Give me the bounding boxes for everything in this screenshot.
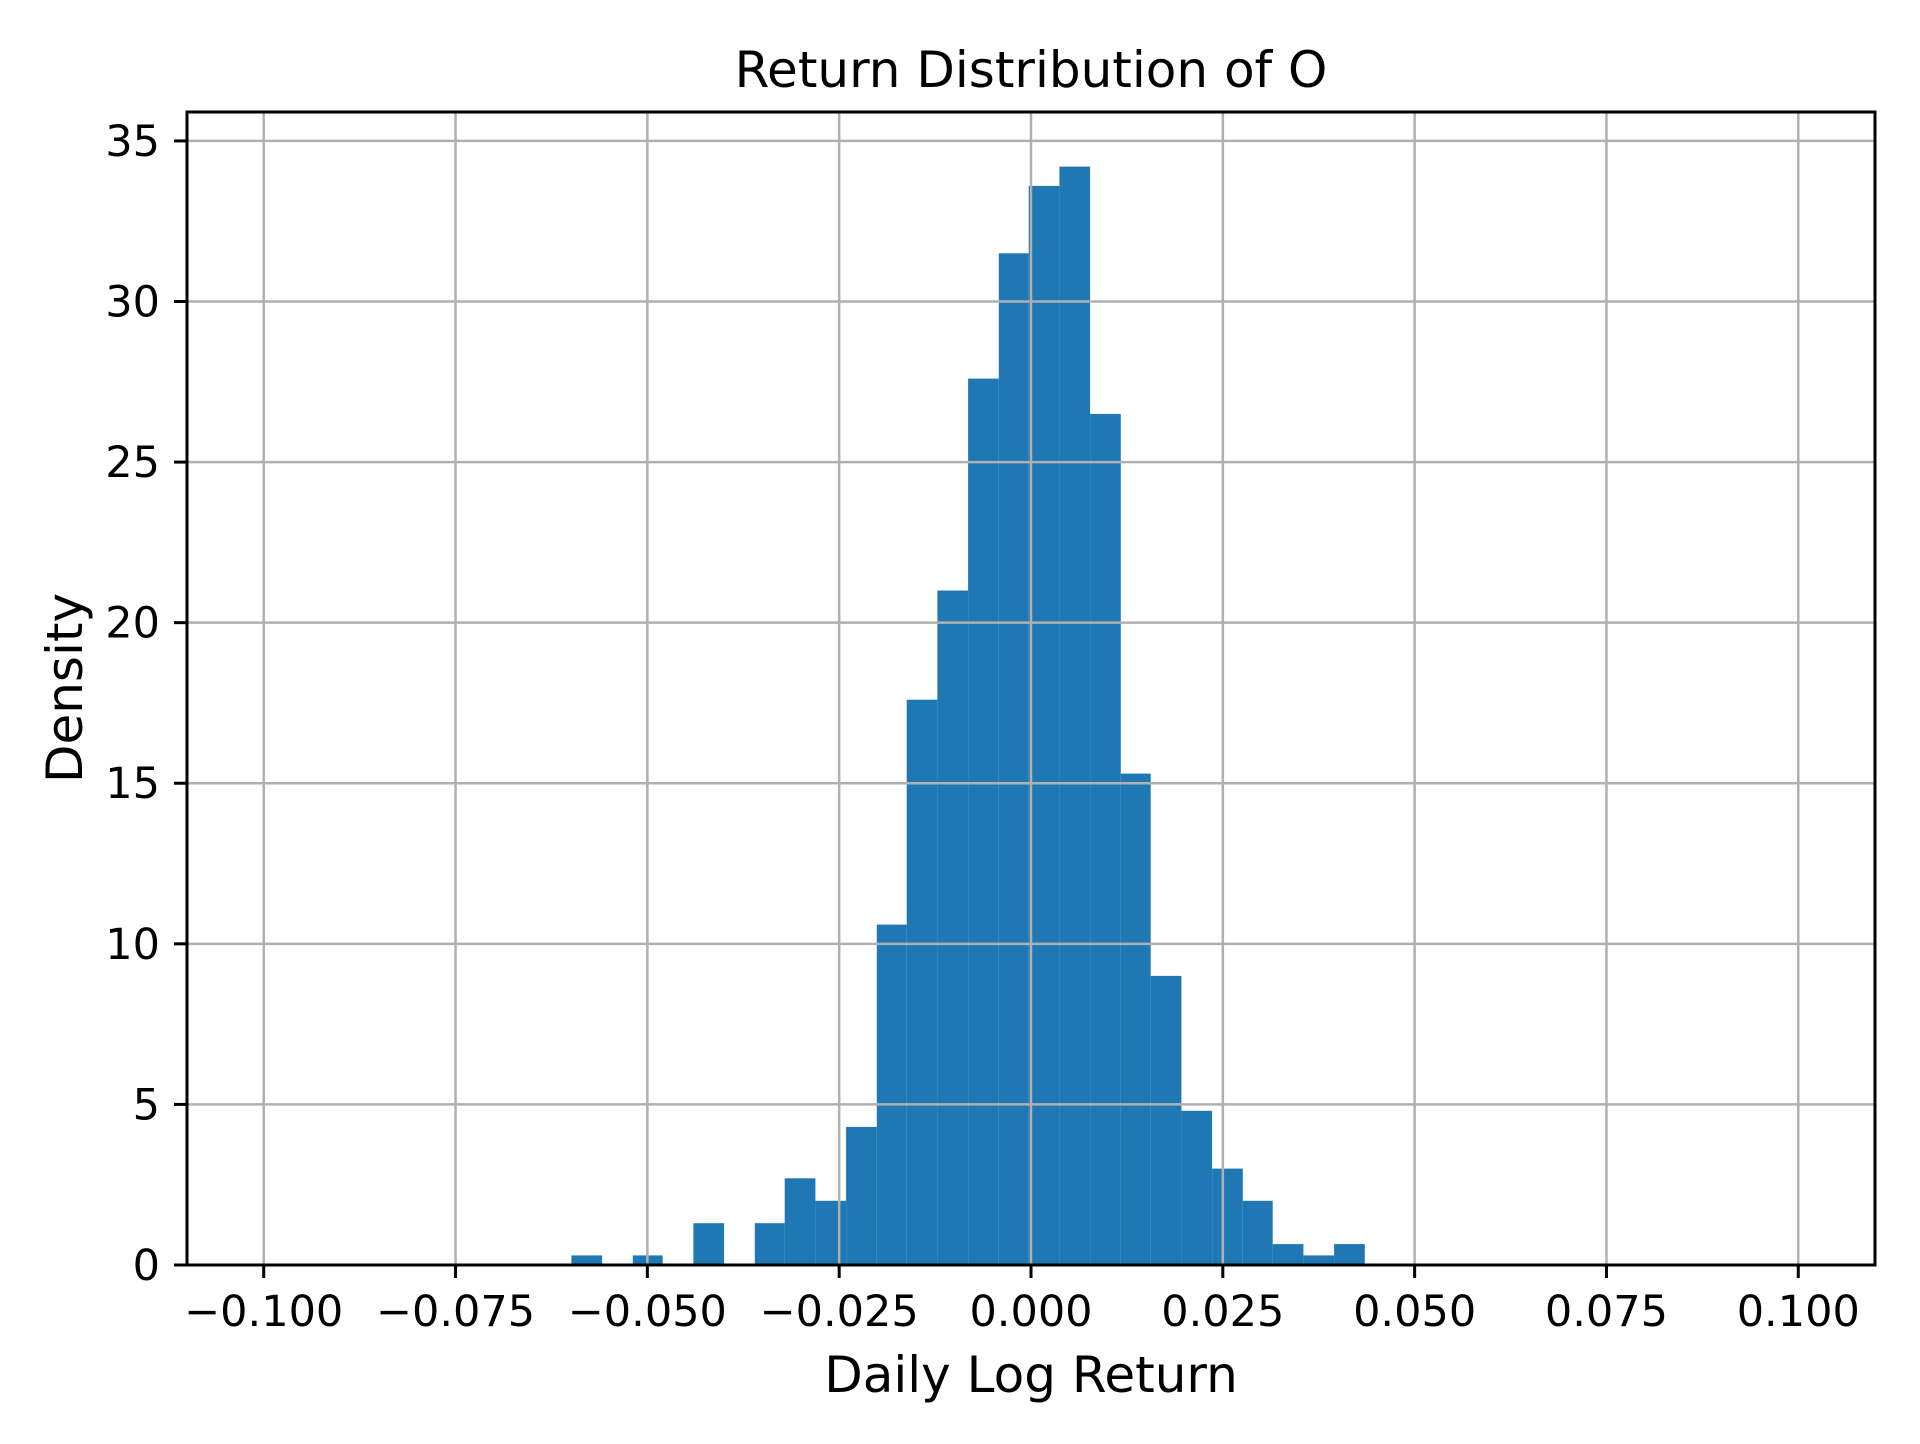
histogram-bar bbox=[1334, 1244, 1365, 1265]
y-tick-label: 35 bbox=[105, 117, 160, 167]
y-tick-label: 25 bbox=[105, 438, 160, 488]
histogram-bar bbox=[1242, 1200, 1273, 1265]
y-tick-label: 5 bbox=[133, 1080, 160, 1130]
histogram-bar bbox=[1150, 975, 1182, 1265]
bars-layer bbox=[571, 166, 1365, 1266]
x-tick-label: −0.075 bbox=[376, 1287, 535, 1337]
x-tick-label: 0.075 bbox=[1545, 1287, 1668, 1337]
histogram-bar bbox=[968, 378, 999, 1266]
x-tick-label: 0.025 bbox=[1161, 1287, 1284, 1337]
histogram-bar bbox=[876, 924, 907, 1265]
histogram-bar bbox=[906, 699, 938, 1265]
y-axis-label: Density bbox=[36, 593, 94, 783]
histogram-bar bbox=[1090, 413, 1121, 1265]
histogram-bar bbox=[846, 1126, 877, 1265]
histogram-bar bbox=[815, 1200, 847, 1265]
histogram-bar bbox=[1212, 1168, 1243, 1265]
x-tick-label: 0.000 bbox=[969, 1287, 1092, 1337]
histogram-bar bbox=[1028, 185, 1060, 1265]
y-tick-label: 0 bbox=[133, 1241, 160, 1291]
histogram-bar bbox=[571, 1255, 603, 1265]
x-tick-label: 0.100 bbox=[1737, 1287, 1860, 1337]
histogram-bar bbox=[1120, 773, 1151, 1265]
histogram-bar bbox=[1181, 1110, 1213, 1265]
x-axis-label: Daily Log Return bbox=[824, 1346, 1238, 1404]
x-tick-label: −0.025 bbox=[760, 1287, 919, 1337]
histogram-bar bbox=[937, 590, 969, 1265]
x-tick-label: −0.100 bbox=[184, 1287, 343, 1337]
y-tick-label: 10 bbox=[105, 920, 160, 970]
histogram-bar bbox=[754, 1223, 785, 1265]
histogram-bar bbox=[1059, 166, 1091, 1266]
histogram-bar bbox=[1303, 1255, 1335, 1265]
grid-layer bbox=[187, 112, 1875, 1267]
y-tick-label: 20 bbox=[105, 599, 160, 649]
y-tick-label: 15 bbox=[105, 759, 160, 809]
x-tick-label: −0.050 bbox=[568, 1287, 727, 1337]
histogram-bar bbox=[1272, 1244, 1304, 1265]
axes-layer bbox=[174, 110, 1877, 1278]
histogram-bar bbox=[784, 1178, 816, 1265]
chart-title: Return Distribution of O bbox=[735, 41, 1328, 99]
histogram-bar bbox=[693, 1223, 725, 1265]
tick-label-layer: −0.100 −0.075 −0.050 −0.025 0.000 0.025 0.050 0… bbox=[105, 117, 1860, 1337]
histogram-bar bbox=[998, 253, 1029, 1266]
y-tick-label: 30 bbox=[105, 277, 160, 327]
x-tick-label: 0.050 bbox=[1353, 1287, 1476, 1337]
